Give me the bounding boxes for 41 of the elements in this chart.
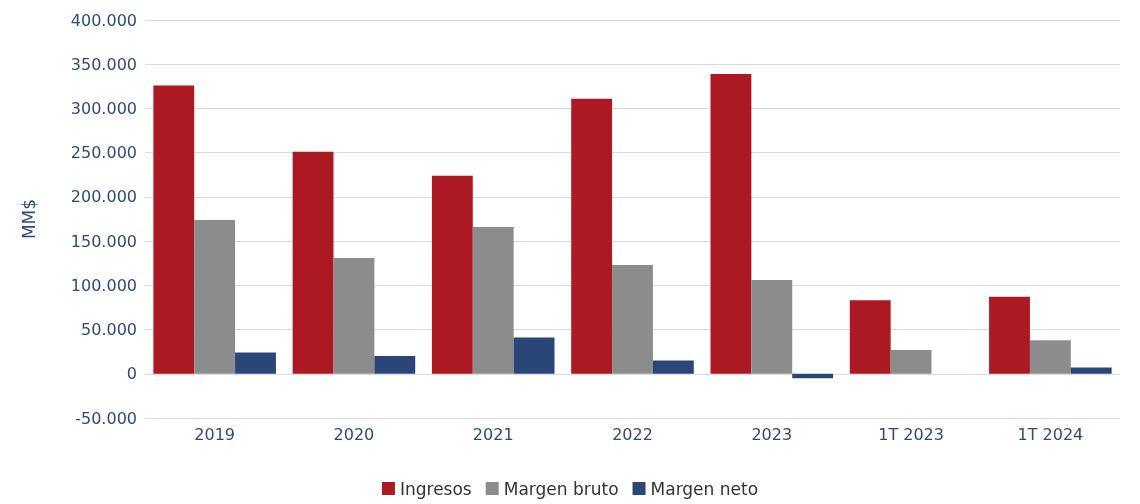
- x-tick-label: 2021: [472, 424, 514, 444]
- x-tick-label: 2019: [194, 424, 235, 444]
- y-tick-label: 250.000: [70, 143, 137, 163]
- bar: [710, 73, 752, 374]
- legend-label: Ingresos: [399, 478, 472, 499]
- legend-label: Margen bruto: [503, 478, 619, 499]
- y-tick-label: 0: [126, 364, 137, 384]
- y-tick-label: 400.000: [70, 10, 137, 30]
- x-tick-label: 2023: [751, 424, 793, 444]
- x-tick-label: 1T 2024: [1017, 424, 1084, 444]
- y-axis-title: MM$: [18, 198, 39, 240]
- bar: [1029, 340, 1071, 374]
- bar: [292, 151, 334, 374]
- bar: [571, 98, 613, 374]
- x-tick-label: 2020: [333, 424, 375, 444]
- x-tick-label: 1T 2023: [878, 424, 944, 444]
- bar: [612, 264, 653, 374]
- bar: [431, 175, 473, 374]
- y-tick-label: 300.000: [70, 98, 137, 118]
- x-tick-label: 2022: [612, 424, 653, 444]
- bar: [333, 257, 375, 374]
- bar: [374, 356, 416, 374]
- y-tick-label: -50.000: [75, 408, 137, 428]
- y-tick-label: 150.000: [70, 231, 137, 251]
- bar: [235, 352, 276, 374]
- y-tick-label: 50.000: [81, 320, 137, 340]
- bar: [989, 296, 1030, 374]
- bar: [890, 349, 932, 374]
- y-tick-label: 100.000: [70, 275, 137, 295]
- bar: [849, 300, 891, 374]
- bar: [1070, 367, 1112, 374]
- bar: [652, 360, 694, 374]
- y-tick-label: 200.000: [70, 187, 137, 207]
- bar: [153, 85, 195, 374]
- y-tick-label: 350.000: [70, 54, 137, 74]
- bar: [194, 219, 236, 374]
- bar: [751, 280, 793, 374]
- bar: [513, 337, 555, 374]
- bar: [472, 226, 514, 374]
- bar: [792, 373, 834, 379]
- legend-label: Margen neto: [650, 478, 759, 499]
